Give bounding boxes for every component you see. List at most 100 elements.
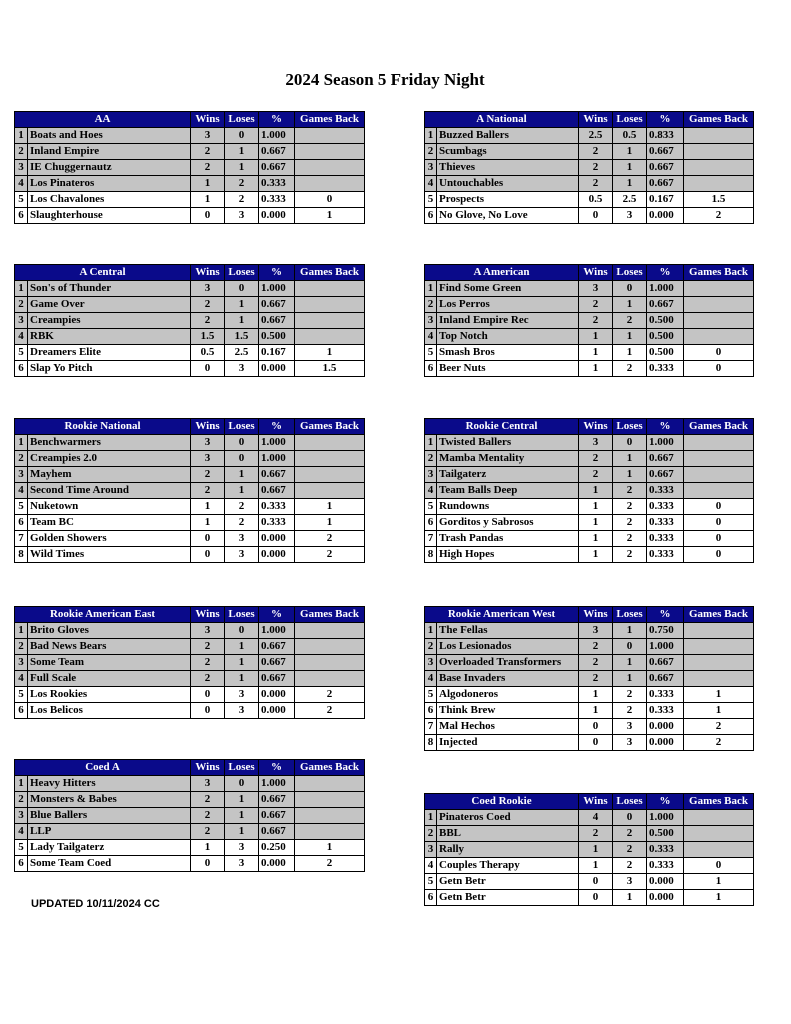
loses: 2	[612, 546, 648, 563]
column-header: Loses	[612, 793, 648, 810]
wins: 0	[190, 360, 226, 377]
team-row: 6 Think Brew 1 2 0.333 1	[424, 702, 754, 719]
wins: 2	[190, 791, 225, 808]
column-header: Wins	[190, 606, 226, 623]
team-name: Slaughterhouse	[26, 207, 192, 224]
team-row: 3 Some Team 2 1 0.667	[14, 654, 366, 671]
team-row: 5 Getn Betr 0 3 0.000 1	[424, 873, 755, 890]
division-name: AA	[13, 111, 192, 128]
pct: 0.500	[646, 344, 685, 361]
rank: 1	[424, 622, 437, 639]
team-name: Buzzed Ballers	[436, 127, 579, 144]
team-row: 6 Los Belicos 0 3 0.000 2	[14, 702, 366, 719]
team-name: Los Lesionados	[436, 638, 579, 655]
wins: 2	[190, 312, 226, 329]
rank: 3	[424, 654, 437, 671]
loses: 1	[612, 450, 648, 467]
team-name: Couples Therapy	[435, 857, 580, 874]
pct: 1.000	[646, 280, 685, 297]
pct: 1.000	[258, 622, 296, 639]
pct: 0.000	[646, 207, 684, 224]
team-name: Pinateros Coed	[435, 809, 580, 826]
loses: 1	[224, 143, 260, 160]
team-name: Think Brew	[436, 702, 579, 719]
loses: 2	[224, 498, 259, 515]
games-back	[683, 482, 755, 499]
header-row: A American Wins Loses% Games Back	[423, 264, 755, 281]
loses: 2	[612, 514, 648, 531]
rank: 2	[14, 638, 28, 655]
games-back: 0	[683, 360, 755, 377]
rank: 2	[14, 143, 28, 160]
wins: 3	[190, 127, 226, 144]
column-header: Wins	[190, 111, 226, 128]
wins: 0.5	[190, 344, 226, 361]
rank: 8	[424, 546, 437, 563]
header-row: Coed Rookie Wins Loses% Games Back	[423, 793, 755, 810]
team-name: Untouchables	[436, 175, 579, 192]
header-row: AA Wins Loses% Games Back	[13, 111, 366, 128]
wins: 1	[190, 498, 225, 515]
column-header: Loses	[612, 606, 647, 623]
pct: 0.667	[646, 450, 685, 467]
division-name: Rookie American West	[424, 606, 579, 623]
pct: 0.500	[646, 825, 685, 842]
wins: 2	[578, 638, 613, 655]
team-row: 2 Scumbags 2 1 0.667	[424, 143, 754, 160]
team-name: Second Time Around	[27, 482, 191, 499]
rank: 3	[14, 807, 28, 824]
loses: 1	[224, 482, 259, 499]
column-header: Wins	[578, 793, 614, 810]
games-back	[683, 434, 755, 451]
header-row: A National Wins Loses% Games Back	[424, 111, 754, 128]
wins: 1	[578, 857, 614, 874]
rank: 4	[424, 482, 437, 499]
team-row: 1 Boats and Hoes 3 0 1.000	[14, 127, 366, 144]
wins: 2	[190, 159, 226, 176]
pct: 0.333	[646, 686, 684, 703]
games-back	[683, 296, 755, 313]
loses: 2.5	[224, 344, 260, 361]
games-back: 2	[683, 734, 754, 751]
standings-table: Rookie National Wins Loses% Games Back 1 Benc…	[14, 418, 365, 563]
loses: 1	[612, 143, 647, 160]
rank: 4	[14, 482, 28, 499]
team-name: Inland Empire	[26, 143, 192, 160]
rank: 4	[424, 670, 437, 687]
games-back: 1	[683, 889, 755, 906]
wins: 1.5	[190, 328, 226, 345]
pct: 0.000	[646, 718, 684, 735]
rank: 3	[424, 466, 437, 483]
team-row: 2 Game Over 2 1 0.667	[14, 296, 366, 313]
column-header: Loses	[224, 759, 259, 776]
loses: 2	[612, 498, 648, 515]
standings-table: Coed A Wins Loses% Games Back 1 Heavy Hitters…	[14, 759, 365, 872]
loses: 0	[224, 127, 260, 144]
team-row: 2 Los Lesionados 2 0 1.000	[424, 638, 754, 655]
wins: 1	[578, 482, 614, 499]
pct: 0.250	[258, 839, 295, 856]
wins: 1	[190, 514, 225, 531]
wins: 2	[190, 638, 226, 655]
column-header: %	[646, 418, 685, 435]
games-back	[683, 127, 754, 144]
rank: 5	[424, 191, 437, 208]
loses: 1	[224, 654, 260, 671]
pct: 0.667	[258, 654, 296, 671]
rank: 3	[14, 159, 28, 176]
rank: 6	[424, 702, 437, 719]
division-name: Coed A	[14, 759, 191, 776]
team-row: 6 Some Team Coed 0 3 0.000 2	[14, 855, 365, 872]
standings-table: AA Wins Loses% Games Back 1 Boats and Hoes 3 0 1…	[13, 111, 366, 224]
games-back	[294, 159, 366, 176]
rank: 4	[14, 328, 28, 345]
team-name: Tailgaterz	[435, 466, 580, 483]
team-row: 3 Inland Empire Rec 2 2 0.500	[424, 312, 755, 329]
loses: 2.5	[612, 191, 647, 208]
wins: 1	[578, 498, 614, 515]
games-back: 1	[294, 514, 365, 531]
team-name: Creampies 2.0	[27, 450, 191, 467]
header-row: Rookie American East Wins Loses% Games Back	[13, 606, 366, 623]
wins: 3	[190, 280, 226, 297]
